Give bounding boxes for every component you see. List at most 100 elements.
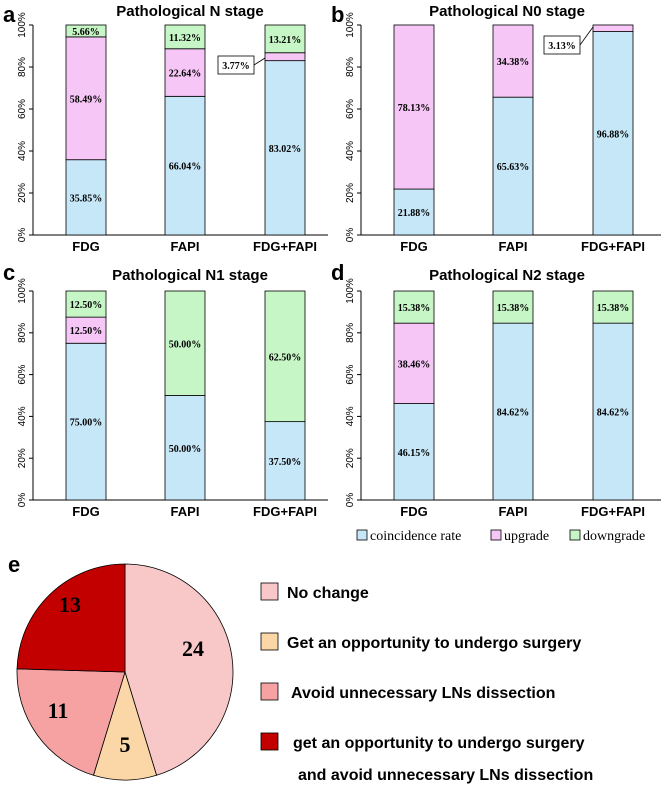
y-tick-label: 20% <box>17 183 28 203</box>
y-tick-label: 20% <box>17 448 28 468</box>
callout-label: 3.77% <box>222 61 250 72</box>
callout-leader <box>579 26 594 46</box>
pie-legend-swatch-surgery <box>260 632 279 651</box>
bar-label-downgrade-a-2: 13.21% <box>269 35 302 46</box>
bar-label-coincidence-a-1: 66.04% <box>169 162 202 173</box>
panel-letter-a: a <box>3 2 16 27</box>
panel-title-a: Pathological N stage <box>116 3 264 20</box>
panel-letter-e: e <box>8 552 20 577</box>
bar-label-downgrade-d-2: 15.38% <box>597 303 630 314</box>
callout-label: 3.13% <box>548 41 576 52</box>
pie-legend: No change Get an opportunity to undergo … <box>260 582 593 784</box>
panel-letter-b: b <box>331 2 344 27</box>
y-tick-label: 40% <box>345 406 356 426</box>
bar-label-upgrade-c-0: 12.50% <box>70 326 103 337</box>
bar-downgrade-d-0 <box>393 290 435 324</box>
pie-legend-swatch-both <box>260 732 279 751</box>
bar-upgrade-a-0 <box>65 36 107 161</box>
pie-slice-avoid <box>16 668 126 776</box>
pie-label-surgery: 5 <box>120 732 131 757</box>
y-tick-label: 80% <box>345 323 356 343</box>
bar-label-coincidence-a-2: 83.02% <box>269 144 302 155</box>
legend-label-downgrade: downgrade <box>583 529 645 544</box>
bar-downgrade-c-1 <box>164 290 206 396</box>
y-tick-label: 80% <box>17 57 28 77</box>
bar-downgrade-a-1 <box>164 24 206 50</box>
bar-upgrade-a-1 <box>164 48 206 97</box>
bar-downgrade-c-0 <box>65 290 107 318</box>
category-label-b-0: FDG <box>400 239 427 254</box>
bar-label-upgrade-a-1: 22.64% <box>169 69 202 80</box>
category-label-a-0: FDG <box>72 239 99 254</box>
category-label-b-1: FAPI <box>499 239 528 254</box>
y-tick-label: 100% <box>17 278 28 304</box>
y-tick-label: 80% <box>345 57 356 77</box>
bar-label-coincidence-d-2: 84.62% <box>597 408 630 419</box>
bar-legend: coincidence rate upgrade downgrade <box>356 529 645 544</box>
bar-label-downgrade-a-1: 11.32% <box>169 33 201 44</box>
bar-upgrade-b-0 <box>393 24 435 190</box>
panel-letter-d: d <box>331 260 344 285</box>
bar-label-coincidence-b-2: 96.88% <box>597 129 630 140</box>
pie-slice-both <box>16 563 126 673</box>
y-tick-label: 100% <box>17 12 28 38</box>
bar-coincidence-b-2 <box>592 31 634 236</box>
y-tick-label: 40% <box>17 406 28 426</box>
bar-coincidence-d-1 <box>492 322 534 501</box>
y-tick-label: 40% <box>345 141 356 161</box>
category-label-d-0: FDG <box>400 504 427 519</box>
bar-label-upgrade-b-0: 78.13% <box>398 103 431 114</box>
bar-chart-b: 0% 20% 40% 60% 80% 100% 21.88% 78.13% FDG 65.63% 3… <box>345 12 661 254</box>
bar-chart-d: 0% 20% 40% 60% 80% 100% 46.15% 38.46% 15.38% FDG 8… <box>345 278 661 519</box>
callout-leader <box>253 57 266 66</box>
category-label-b-2: FDG+FAPI <box>581 239 645 254</box>
category-label-a-2: FDG+FAPI <box>253 239 317 254</box>
pie-legend-label-both-line2: and avoid unnecessary LNs dissection <box>298 767 593 784</box>
bar-label-upgrade-b-1: 34.38% <box>497 57 530 68</box>
bar-coincidence-a-1 <box>164 95 206 236</box>
y-tick-label: 20% <box>345 183 356 203</box>
bar-downgrade-c-2 <box>264 290 306 423</box>
pie-legend-label-no-change: No change <box>287 585 369 602</box>
bar-label-downgrade-d-1: 15.38% <box>497 303 530 314</box>
bar-label-downgrade-c-1: 50.00% <box>169 339 202 350</box>
bar-coincidence-b-1 <box>492 96 534 236</box>
bar-coincidence-d-2 <box>592 322 634 501</box>
bar-upgrade-d-0 <box>393 322 435 404</box>
bar-coincidence-c-2 <box>264 421 306 501</box>
bar-label-coincidence-a-0: 35.85% <box>70 193 103 204</box>
bar-coincidence-a-2 <box>264 60 306 236</box>
bar-downgrade-d-2 <box>592 290 634 324</box>
bar-downgrade-a-2 <box>264 24 306 54</box>
panel-letter-c: c <box>3 260 15 285</box>
bar-label-coincidence-b-0: 21.88% <box>398 208 431 219</box>
bar-label-upgrade-d-0: 38.46% <box>398 359 431 370</box>
pie-label-no-change: 24 <box>182 636 204 661</box>
pie-legend-label-avoid: Avoid unnecessary LNs dissection <box>291 685 555 702</box>
category-label-c-1: FAPI <box>171 504 200 519</box>
bar-label-coincidence-b-1: 65.63% <box>497 162 530 173</box>
legend-label-upgrade: upgrade <box>504 529 549 544</box>
bar-label-downgrade-c-0: 12.50% <box>70 300 103 311</box>
legend-swatch-downgrade <box>569 529 581 541</box>
category-label-d-1: FAPI <box>499 504 528 519</box>
pie-chart: 24 5 11 13 <box>16 563 234 781</box>
bar-downgrade-d-1 <box>492 290 534 324</box>
y-tick-label: 100% <box>345 278 356 304</box>
legend-swatch-coincidence <box>356 529 368 541</box>
bar-label-coincidence-c-0: 75.00% <box>70 418 103 429</box>
y-tick-label: 20% <box>345 448 356 468</box>
category-label-c-0: FDG <box>72 504 99 519</box>
pie-legend-label-surgery: Get an opportunity to undergo surgery <box>287 635 581 652</box>
bar-label-coincidence-d-1: 84.62% <box>497 408 530 419</box>
bar-label-downgrade-a-0: 5.66% <box>72 27 100 38</box>
bar-upgrade-b-2 <box>592 24 634 32</box>
bar-upgrade-b-1 <box>492 24 534 98</box>
y-tick-label: 0% <box>17 493 28 508</box>
legend-swatch-upgrade <box>490 529 502 541</box>
y-tick-label: 100% <box>345 12 356 38</box>
y-tick-label: 0% <box>345 228 356 243</box>
pie-label-both: 13 <box>59 592 81 617</box>
pie-label-avoid: 11 <box>48 698 69 723</box>
